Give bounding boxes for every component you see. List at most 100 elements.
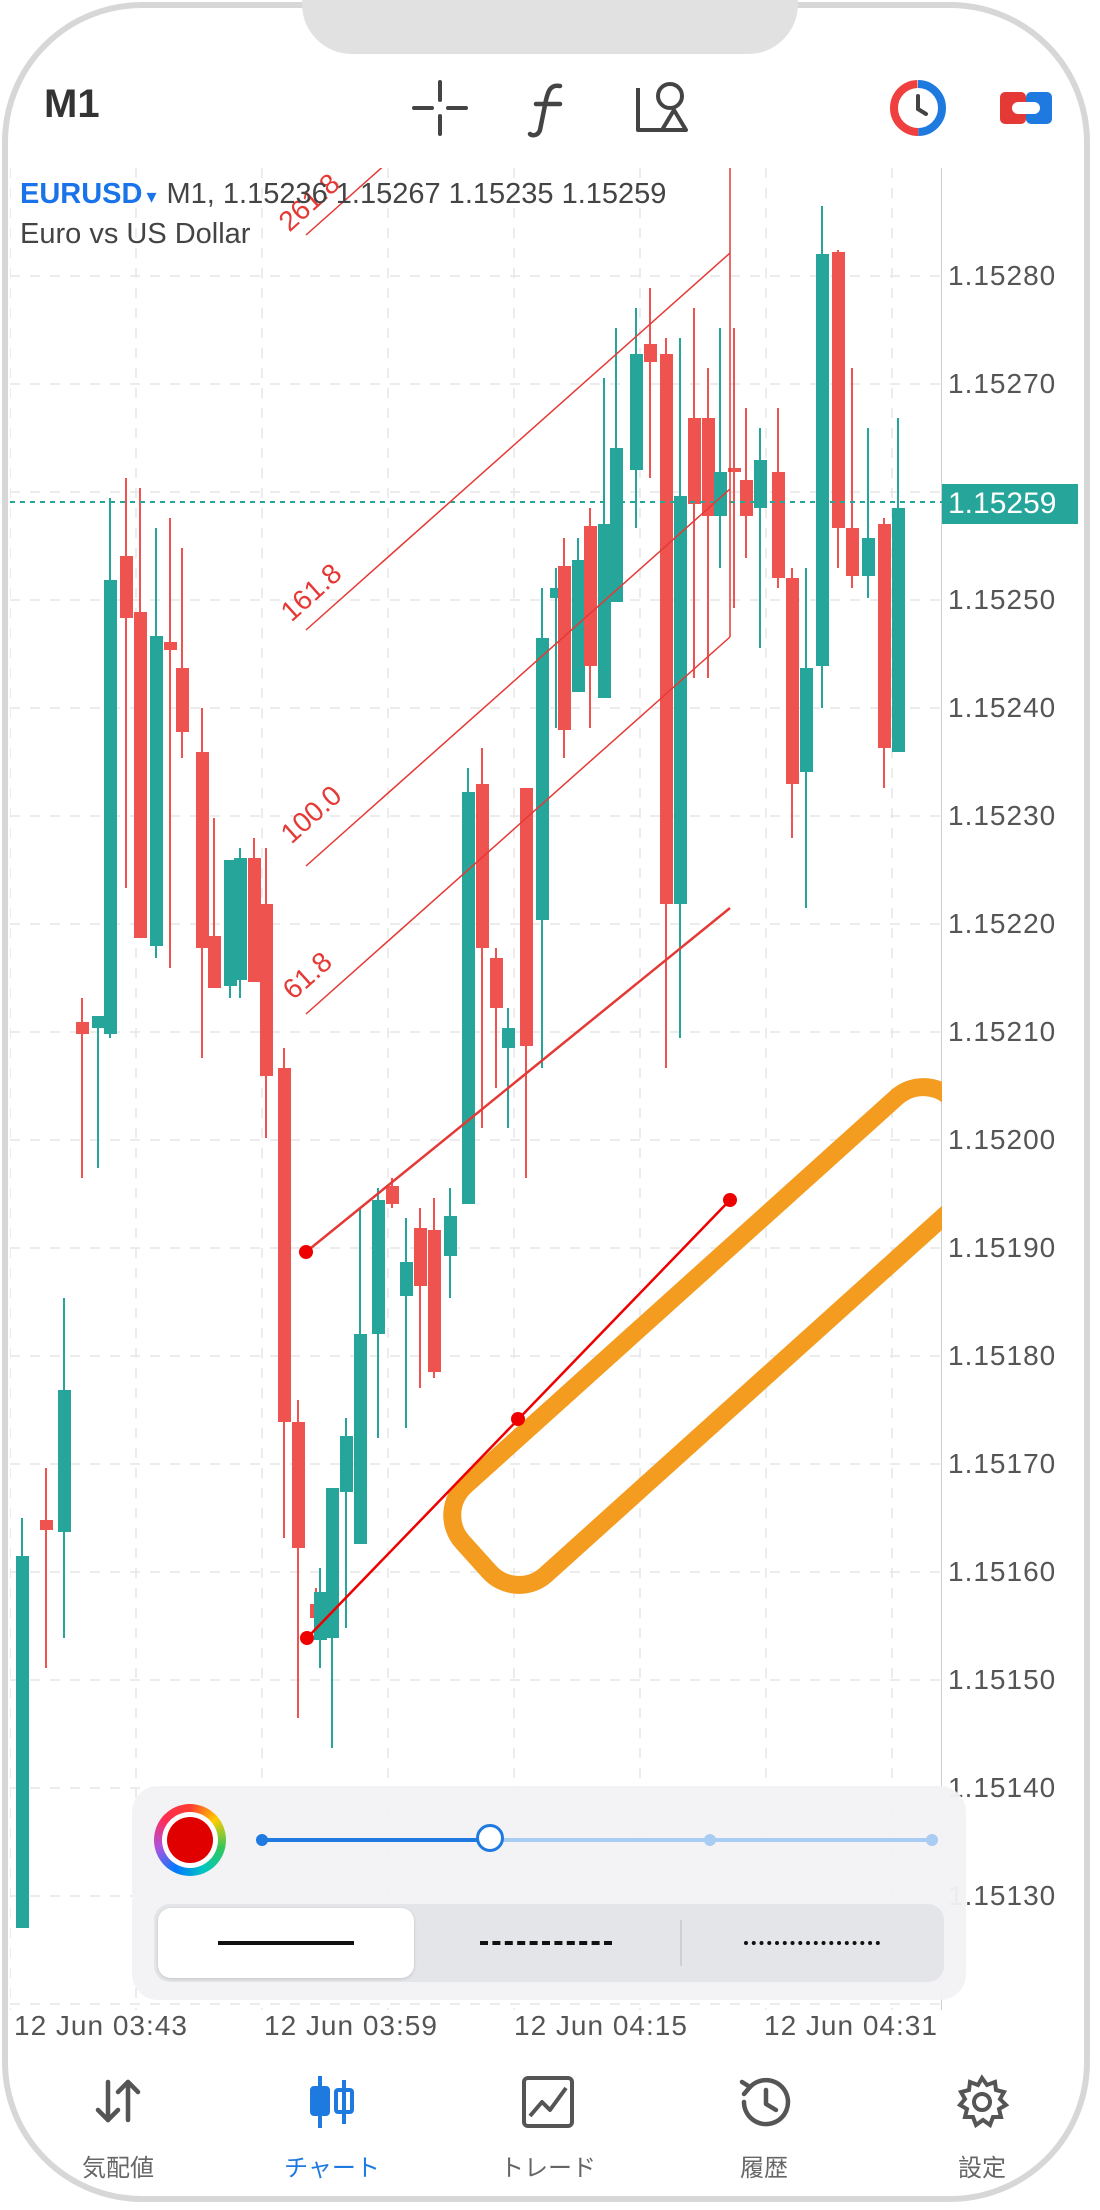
bearish-candle (584, 526, 597, 666)
slider-step-dot[interactable] (704, 1834, 716, 1846)
timeframe-button[interactable]: M1 (44, 82, 100, 126)
bearish-candle (520, 788, 533, 1046)
bearish-candle (260, 904, 273, 1076)
price-tick: 1.15160 (948, 1556, 1057, 1587)
symbol-info-line[interactable]: EURUSD ▾ M1, 1.15236 1.15267 1.15235 1.152… (20, 178, 666, 211)
line-width-slider[interactable] (256, 1824, 938, 1852)
price-tick: 1.15170 (948, 1448, 1057, 1479)
bullish-candle (598, 524, 611, 698)
bearish-candle (428, 1230, 441, 1372)
bottom-tab-bar: 気配値 チャート トレード 履歴 設定 (0, 2060, 1100, 2200)
bearish-candle (248, 858, 261, 982)
tab-settings[interactable]: 設定 (902, 2060, 1062, 2200)
solid-line-icon (218, 1941, 354, 1945)
bullish-candle (892, 508, 905, 752)
line-style-dotted-button[interactable] (684, 1908, 940, 1978)
bullish-candle (502, 1028, 515, 1048)
bearish-candle (164, 642, 177, 650)
tab-trade[interactable]: トレード (468, 2060, 628, 2200)
bullish-candle (326, 1488, 339, 1638)
fib-base-line (305, 907, 731, 1253)
bullish-candle (572, 560, 585, 692)
time-axis[interactable]: 12 Jun 03:43 12 Jun 03:59 12 Jun 04:15 1… (10, 2010, 1070, 2054)
crosshair-icon[interactable] (410, 78, 470, 138)
gear-icon (952, 2072, 1012, 2132)
one-click-trading-icon[interactable] (888, 78, 948, 138)
bullish-candle (800, 668, 813, 772)
price-tick: 1.15210 (948, 1016, 1057, 1047)
time-tick: 12 Jun 03:43 (14, 2010, 188, 2041)
tab-label: 設定 (958, 2155, 1006, 2182)
bullish-candle (714, 472, 727, 516)
bullish-candle (754, 460, 767, 508)
bullish-candle (610, 448, 623, 602)
fib-anchor-point (299, 1245, 313, 1259)
bullish-candle (104, 580, 117, 1034)
bullish-candle (550, 588, 563, 598)
bullish-candle (16, 1556, 29, 1928)
bullish-candle (354, 1334, 367, 1544)
tab-chart[interactable]: チャート (252, 2060, 412, 2200)
ohlc-values: M1, 1.15236 1.15267 1.15235 1.15259 (166, 178, 667, 210)
bullish-candle (630, 354, 643, 470)
bearish-candle (644, 344, 657, 362)
bullish-candle (150, 636, 163, 946)
tab-label: トレード (500, 2155, 596, 2182)
price-tick: 1.15280 (948, 260, 1057, 291)
bearish-candle (278, 1068, 291, 1422)
bearish-candle (786, 578, 799, 784)
objects-shapes-icon[interactable] (632, 78, 692, 138)
slider-step-dot[interactable] (256, 1834, 268, 1846)
tab-label: チャート (284, 2155, 380, 2182)
dashed-line-icon (480, 1941, 612, 1945)
price-tick: 1.15180 (948, 1340, 1057, 1371)
price-tick: 1.15230 (948, 800, 1057, 831)
bullish-candle (674, 496, 687, 904)
line-width-slider-knob[interactable] (476, 1824, 504, 1852)
tab-quotes[interactable]: 気配値 (38, 2060, 198, 2200)
slider-step-dot[interactable] (926, 1834, 938, 1846)
bullish-candle (372, 1200, 385, 1334)
price-tick: 1.15270 (948, 368, 1057, 399)
bearish-candle (40, 1520, 53, 1530)
bullish-candle (340, 1436, 353, 1492)
indicators-f-icon[interactable] (520, 78, 580, 138)
bullish-candle (224, 860, 237, 986)
bearish-candle (740, 480, 753, 516)
trend-line-handle (300, 1631, 314, 1645)
dotted-line-icon (744, 1941, 880, 1945)
trade-toggle-icon[interactable] (998, 78, 1058, 138)
tab-label: 気配値 (82, 2155, 154, 2182)
price-tick: 1.15200 (948, 1124, 1057, 1155)
price-tick: 1.15240 (948, 692, 1057, 723)
color-picker-ring (162, 1812, 218, 1868)
line-style-solid-button[interactable] (158, 1908, 414, 1978)
bullish-candle (536, 638, 549, 920)
bearish-candle (558, 566, 571, 730)
tab-history[interactable]: 履歴 (684, 2060, 844, 2200)
trade-chart-icon (518, 2072, 578, 2132)
chart-canvas[interactable] (9, 0, 1000, 2010)
bullish-candle (862, 538, 875, 576)
time-tick: 12 Jun 04:31 (764, 2010, 938, 2041)
price-chart[interactable] (9, 0, 1000, 2010)
bullish-candle (92, 1016, 105, 1028)
line-style-dashed-button[interactable] (418, 1908, 674, 1978)
bearish-candle (292, 1422, 305, 1548)
trend-line-handle (723, 1193, 737, 1207)
symbol-description: Euro vs US Dollar (20, 218, 251, 250)
time-tick: 12 Jun 04:15 (514, 2010, 688, 2041)
price-tick: 1.15150 (948, 1664, 1057, 1695)
bearish-candle (76, 1022, 89, 1034)
price-tick: 1.15220 (948, 908, 1057, 939)
selected-color-swatch (167, 1817, 213, 1863)
bearish-candle (878, 524, 891, 748)
symbol-name[interactable]: EURUSD (20, 178, 143, 210)
segment-divider (680, 1920, 682, 1966)
price-axis[interactable]: 1.15280 1.15270 1.15250 1.15240 1.15230 … (942, 168, 1092, 2010)
color-picker-button[interactable] (154, 1804, 226, 1876)
symbol-dropdown-icon[interactable]: ▾ (146, 186, 157, 208)
candlestick-chart-icon (302, 2072, 362, 2132)
bullish-candle (462, 792, 475, 1204)
bearish-candle (702, 418, 715, 516)
